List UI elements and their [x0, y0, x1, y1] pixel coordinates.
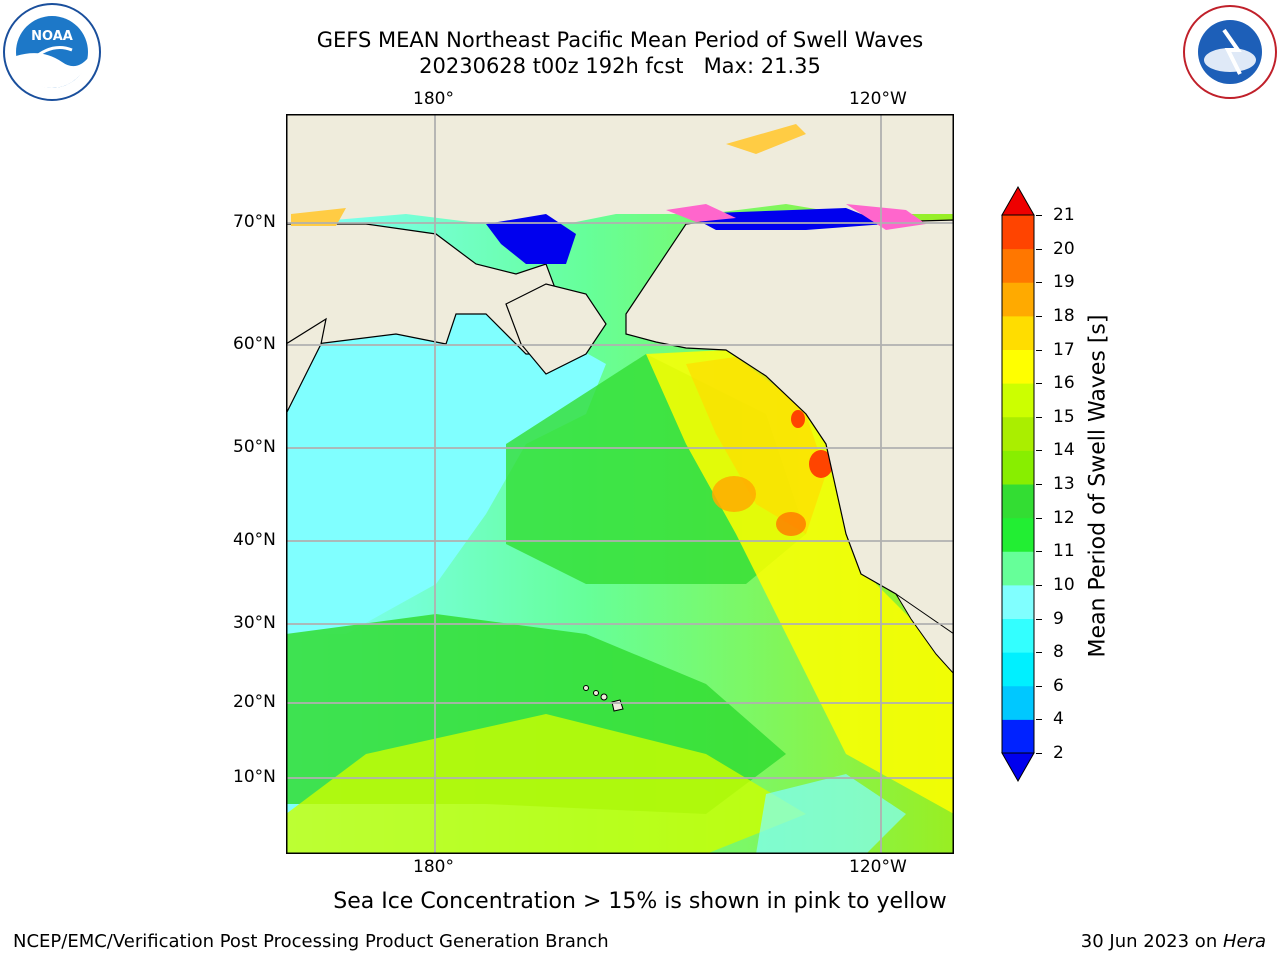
noaa-logo-text: NOAA: [31, 29, 73, 44]
colorbar-bin: [1002, 282, 1034, 317]
colorbar-bin: [1002, 685, 1034, 720]
footer-date-text: 30 Jun 2023 on: [1080, 931, 1223, 952]
colorbar-tick-mark: [1036, 753, 1042, 754]
footer-date: 30 Jun 2023 on Hera: [1081, 931, 1266, 952]
colorbar-tick-label: 13: [1053, 474, 1075, 494]
colorbar-tick-mark: [1036, 551, 1042, 553]
sea-ice-yellow: [726, 124, 806, 154]
sea-ice-beaufort: [686, 208, 886, 230]
colorbar-tick-mark: [1036, 719, 1042, 721]
land-baja: [895, 593, 954, 675]
colorbar-tick-label: 19: [1053, 272, 1075, 293]
sea-ice-pink: [666, 204, 736, 222]
colorbar-over-arrow: [1001, 186, 1035, 216]
footer-host: Hera: [1222, 931, 1266, 952]
noaa-logo: NOAA: [3, 3, 101, 101]
colorbar-bin: [1002, 450, 1034, 485]
colorbar-bin: [1002, 719, 1034, 754]
land-alaska-west: [505, 283, 607, 375]
lat-label-40n: 40°N: [233, 530, 276, 550]
colorbar-tick-label: 16: [1053, 373, 1075, 394]
sea-ice-chukchi: [486, 214, 576, 264]
map-plot: [286, 114, 954, 854]
colorbar-bin: [1002, 618, 1034, 653]
swell-region-15-16: [646, 350, 954, 814]
swell-region-8-9: [286, 274, 606, 634]
colorbar-frame: [1001, 214, 1035, 754]
lat-label-50n: 50°N: [233, 437, 276, 457]
lat-label-60n: 60°N: [233, 334, 276, 354]
colorbar-tick-mark: [1036, 349, 1042, 351]
colorbar-tick-mark: [1036, 652, 1042, 654]
colorbar-tick-mark: [1036, 416, 1042, 418]
title-line-1: GEFS MEAN Northeast Pacific Mean Period …: [316, 28, 924, 52]
lon-label-bottom-180: 180°: [413, 857, 454, 877]
colorbar-bin: [1002, 349, 1034, 384]
colorbar-tick-label: 8: [1053, 642, 1064, 663]
colorbar-tick-label: 12: [1053, 507, 1075, 528]
lat-label-30n: 30°N: [233, 613, 276, 633]
colorbar-tick-label: 9: [1053, 608, 1064, 629]
colorbar-bin: [1002, 416, 1034, 451]
colorbar-tick-label: 6: [1053, 675, 1064, 696]
colorbar-tick-mark: [1036, 215, 1042, 216]
colorbar-tick-mark: [1036, 584, 1042, 586]
swell-region-9-se: [756, 774, 906, 854]
colorbar-tick-mark: [1036, 685, 1042, 687]
colorbar-tick-label: 4: [1053, 709, 1064, 730]
colorbar-bin: [1002, 383, 1034, 418]
colorbar-tick-mark: [1036, 315, 1042, 317]
swell-max-region: [809, 450, 833, 478]
colorbar-tick-label: 20: [1053, 238, 1075, 259]
colorbar-tick-mark: [1036, 383, 1042, 385]
colorbar-tick-label: 18: [1053, 305, 1075, 326]
colorbar-tick-label: 21: [1053, 205, 1075, 225]
map-frame: [286, 114, 954, 854]
swell-region-19: [776, 512, 806, 536]
lat-label-20n: 20°N: [233, 692, 276, 712]
colorbar-bin: [1002, 584, 1034, 619]
sea-ice-yellow-west: [291, 208, 346, 226]
chart-title: GEFS MEAN Northeast Pacific Mean Period …: [240, 27, 1000, 79]
colorbar-tick-label: 17: [1053, 339, 1075, 360]
graticule: [286, 114, 954, 854]
colorbar-tick-mark: [1036, 618, 1042, 620]
colorbar-under-arrow: [1001, 752, 1035, 782]
lon-label-bottom-120w: 120°W: [849, 857, 907, 877]
lon-label-top-120w: 120°W: [849, 89, 907, 109]
colorbar-bin: [1002, 517, 1034, 552]
colorbar-tick-label: 2: [1053, 743, 1064, 763]
swell-region-18: [712, 476, 756, 512]
colorbar-bin: [1002, 484, 1034, 519]
colorbar-tick-mark: [1036, 282, 1042, 284]
colorbar-tick-label: 10: [1053, 574, 1075, 595]
sea-ice-caption: Sea Ice Concentration > 15% is shown in …: [333, 889, 947, 914]
colorbar-bin: [1002, 215, 1034, 250]
lon-label-top-180: 180°: [413, 89, 454, 109]
colorbar-bin: [1002, 315, 1034, 350]
colorbar-tick-label: 14: [1053, 440, 1075, 461]
colorbar-tick-mark: [1036, 517, 1042, 519]
nws-logo: [1183, 5, 1277, 99]
colorbar-tick-label: 15: [1053, 406, 1075, 427]
colorbar-bin: [1002, 248, 1034, 283]
land-kamchatka: [286, 317, 327, 415]
colorbar-tick-label: 11: [1053, 541, 1075, 562]
colorbar-tick-mark: [1036, 450, 1042, 452]
title-line-2: 20230628 t00z 192h fcst Max: 21.35: [419, 54, 821, 78]
lat-label-70n: 70°N: [233, 212, 276, 232]
swell-region-14-15: [286, 714, 806, 854]
colorbar-tick-mark: [1036, 484, 1042, 485]
colorbar: [1001, 186, 1035, 782]
colorbar-bin: [1002, 652, 1034, 687]
swell-region-20: [791, 410, 805, 428]
colorbar-label: Mean Period of Swell Waves [s]: [1085, 314, 1111, 658]
colorbar-tick-mark: [1036, 248, 1042, 250]
lat-label-10n: 10°N: [233, 767, 276, 787]
footer-organization: NCEP/EMC/Verification Post Processing Pr…: [13, 931, 609, 952]
colorbar-bin: [1002, 551, 1034, 586]
